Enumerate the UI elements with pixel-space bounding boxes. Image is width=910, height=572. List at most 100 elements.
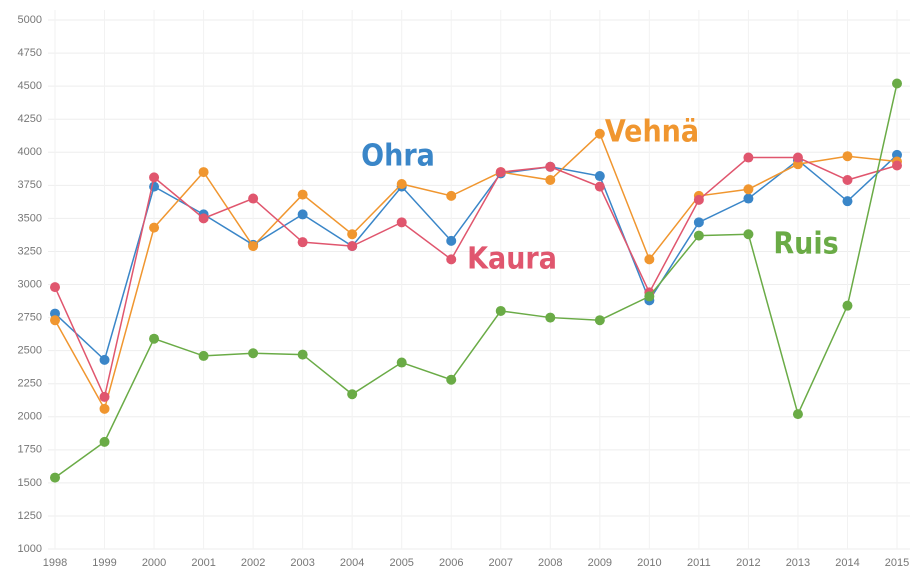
y-tick-label: 1000 <box>18 543 42 555</box>
point <box>743 152 754 163</box>
x-tick-label: 2008 <box>538 557 562 569</box>
point <box>743 229 754 240</box>
point <box>446 235 457 246</box>
point <box>198 213 209 224</box>
y-tick-label: 3000 <box>18 278 42 290</box>
x-tick-label: 2006 <box>439 557 463 569</box>
series-label: Ohra <box>361 139 435 174</box>
point <box>594 128 605 139</box>
point <box>149 172 160 183</box>
y-tick-label: 1250 <box>18 510 42 522</box>
y-tick-label: 4750 <box>18 47 42 59</box>
series-line <box>54 132 898 411</box>
point <box>792 409 803 420</box>
point <box>545 312 556 323</box>
point <box>693 230 704 241</box>
point <box>99 436 110 447</box>
y-tick-label: 2500 <box>18 345 42 357</box>
x-tick-label: 2012 <box>736 557 760 569</box>
point <box>892 78 902 89</box>
point <box>446 254 457 265</box>
x-tick-label: 1999 <box>92 557 116 569</box>
series-label: Kaura <box>467 242 557 277</box>
x-tick-label: 2004 <box>340 557 364 569</box>
y-tick-label: 4250 <box>18 113 42 125</box>
point <box>842 300 853 311</box>
point <box>594 171 605 182</box>
series-line <box>54 83 898 479</box>
point <box>297 189 308 200</box>
point <box>297 237 308 248</box>
x-tick-label: 2010 <box>637 557 661 569</box>
point <box>99 354 110 365</box>
point <box>743 193 754 204</box>
x-tick-label: 2014 <box>835 557 859 569</box>
point <box>347 389 358 400</box>
point <box>693 217 704 228</box>
point <box>347 241 358 252</box>
point <box>149 222 160 233</box>
point <box>545 161 556 172</box>
x-tick-label: 2007 <box>489 557 513 569</box>
point <box>644 291 655 302</box>
x-tick-label: 2011 <box>687 557 711 569</box>
point <box>347 229 358 240</box>
x-tick-label: 1998 <box>43 557 67 569</box>
y-tick-label: 3500 <box>18 212 42 224</box>
point <box>495 305 506 316</box>
point <box>644 254 655 265</box>
x-tick-label: 2009 <box>588 557 612 569</box>
point <box>99 391 110 402</box>
y-tick-label: 2750 <box>18 311 42 323</box>
x-tick-label: 2015 <box>885 557 909 569</box>
x-tick-label: 2002 <box>241 557 265 569</box>
y-tick-label: 1750 <box>18 444 42 456</box>
point <box>594 181 605 192</box>
y-tick-label: 3250 <box>18 245 42 257</box>
series-line <box>54 154 898 362</box>
point <box>842 151 853 162</box>
point <box>248 193 259 204</box>
point <box>297 209 308 220</box>
x-tick-label: 2005 <box>389 557 413 569</box>
point <box>446 190 457 201</box>
point <box>396 178 407 189</box>
y-tick-label: 2250 <box>18 378 42 390</box>
series-label: Ruis <box>773 227 838 262</box>
y-tick-label: 1500 <box>18 477 42 489</box>
point <box>248 241 259 252</box>
x-tick-label: 2001 <box>191 557 215 569</box>
point <box>842 196 853 207</box>
y-tick-label: 3750 <box>18 179 42 191</box>
series-line <box>54 156 898 400</box>
point <box>545 175 556 186</box>
point <box>297 349 308 360</box>
series-label: Vehnä <box>605 115 699 150</box>
point <box>842 175 853 186</box>
point <box>892 160 902 171</box>
point <box>594 315 605 326</box>
y-tick-label: 2000 <box>18 411 42 423</box>
point <box>198 167 209 178</box>
point <box>693 194 704 205</box>
point <box>50 282 60 293</box>
point <box>743 184 754 195</box>
point <box>792 152 803 163</box>
x-tick-label: 2000 <box>142 557 166 569</box>
y-tick-label: 4500 <box>18 80 42 92</box>
y-tick-label: 4000 <box>18 146 42 158</box>
point <box>396 357 407 368</box>
point <box>50 472 60 483</box>
x-tick-label: 2013 <box>786 557 810 569</box>
point <box>396 217 407 228</box>
point <box>446 374 457 385</box>
point <box>198 350 209 361</box>
point <box>99 403 110 414</box>
x-tick-label: 2003 <box>290 557 314 569</box>
point <box>248 348 259 359</box>
point <box>495 167 506 178</box>
point <box>149 333 160 344</box>
point <box>50 315 60 326</box>
y-tick-label: 5000 <box>18 14 42 26</box>
